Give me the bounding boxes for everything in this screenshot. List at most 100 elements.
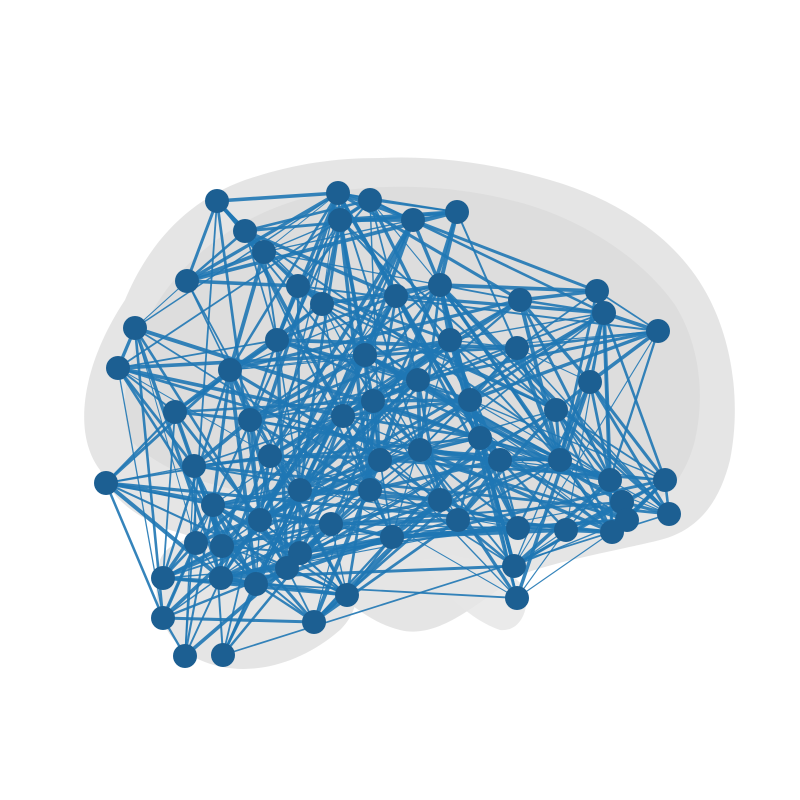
connectome-edge — [117, 199, 371, 369]
connectome-edge — [275, 339, 289, 569]
connectome-edge — [162, 616, 315, 624]
connectome-edge — [184, 577, 222, 657]
connectome-edge — [439, 283, 598, 293]
connectome-edge — [516, 529, 567, 599]
connectome-edge — [449, 298, 521, 342]
connectome-node — [508, 288, 532, 312]
connectome-edge — [518, 298, 592, 384]
connectome-edge — [229, 354, 366, 371]
connectome-edge — [369, 199, 458, 213]
connectome-edge — [469, 399, 666, 481]
connectome-node — [265, 328, 289, 352]
connectome-edge — [268, 219, 415, 457]
connectome-node — [401, 208, 425, 232]
connectome-node — [505, 586, 529, 610]
connectome-edge — [276, 338, 518, 350]
connectome-node — [653, 468, 677, 492]
connectome-node — [106, 356, 130, 380]
connectome-edge — [259, 448, 421, 522]
connectome-edge — [248, 419, 289, 569]
connectome-node — [173, 644, 197, 668]
connectome-node — [184, 531, 208, 555]
connectome-edge — [249, 284, 441, 421]
connectome-edge — [185, 200, 219, 282]
connectome-edge — [222, 513, 670, 656]
connectome-node — [209, 566, 233, 590]
connectome-node — [319, 512, 343, 536]
connectome-node — [310, 292, 334, 316]
connectome-node — [358, 478, 382, 502]
connectome-edge — [211, 369, 232, 506]
connectome-node — [244, 572, 268, 596]
connectome-edge — [516, 329, 659, 350]
connectome-edge — [312, 498, 442, 624]
connectome-edge — [439, 498, 519, 530]
connectome-edge — [299, 498, 441, 555]
connectome-edge — [438, 458, 502, 502]
connectome-node — [163, 400, 187, 424]
connectome-node — [368, 448, 392, 472]
connectome-node — [505, 336, 529, 360]
connectome-node — [578, 370, 602, 394]
connectome-edge — [339, 210, 458, 222]
connectome-node — [358, 188, 382, 212]
connectome-edge — [516, 531, 613, 599]
connectome-edge — [221, 545, 301, 554]
connectome-node — [592, 301, 616, 325]
connectome-edge — [117, 366, 344, 418]
connectome-edge — [499, 458, 628, 522]
connectome-node — [488, 448, 512, 472]
connectome-edge — [515, 347, 562, 461]
connectome-edge — [105, 368, 231, 485]
connectome-edge — [456, 459, 502, 521]
connectome-edge — [228, 192, 340, 371]
connectome-edge — [183, 566, 289, 658]
connectome-edge — [255, 583, 518, 599]
connectome-node — [380, 525, 404, 549]
connectome-node — [248, 508, 272, 532]
connectome-edge — [457, 518, 515, 568]
connectome-edge — [212, 504, 348, 596]
connectome-node — [428, 488, 452, 512]
connectome-edge — [134, 192, 339, 329]
connectome-edge — [117, 367, 176, 413]
connectome-edge — [516, 347, 557, 411]
connectome-edge — [248, 419, 262, 521]
connectome-edge — [229, 368, 381, 462]
connectome-node — [353, 343, 377, 367]
connectome-edge — [298, 400, 375, 491]
connectome-edge — [228, 251, 266, 371]
connectome-node — [406, 368, 430, 392]
connectome-edge — [330, 498, 441, 526]
connectome-edge — [439, 458, 561, 502]
connectome-edge — [588, 381, 612, 481]
connectome-nodes — [94, 181, 681, 668]
connectome-node — [600, 520, 624, 544]
connectome-node — [151, 566, 175, 590]
connectome-edge — [372, 346, 518, 403]
connectome-node — [328, 208, 352, 232]
connectome-edge — [216, 191, 339, 203]
connectome-node — [544, 398, 568, 422]
connectome-edge — [229, 298, 521, 372]
connectome-node — [123, 316, 147, 340]
connectome-edge — [499, 459, 567, 531]
connectome-edge — [518, 299, 624, 503]
connectome-node — [506, 516, 530, 540]
connectome-edge — [249, 338, 451, 422]
connectome-node — [302, 610, 326, 634]
connectome-node — [361, 389, 385, 413]
connectome-node — [384, 284, 408, 308]
connectome-edge — [222, 455, 271, 656]
connectome-node — [211, 643, 235, 667]
connectome-node — [288, 478, 312, 502]
connectome-edge — [419, 448, 613, 534]
connectome-node — [238, 408, 262, 432]
connectome-node — [218, 358, 242, 382]
connectome-node — [210, 534, 234, 558]
connectome-node — [458, 388, 482, 412]
connectome-node — [252, 240, 276, 264]
connectome-node — [286, 274, 310, 298]
connectome-edge — [596, 290, 659, 332]
